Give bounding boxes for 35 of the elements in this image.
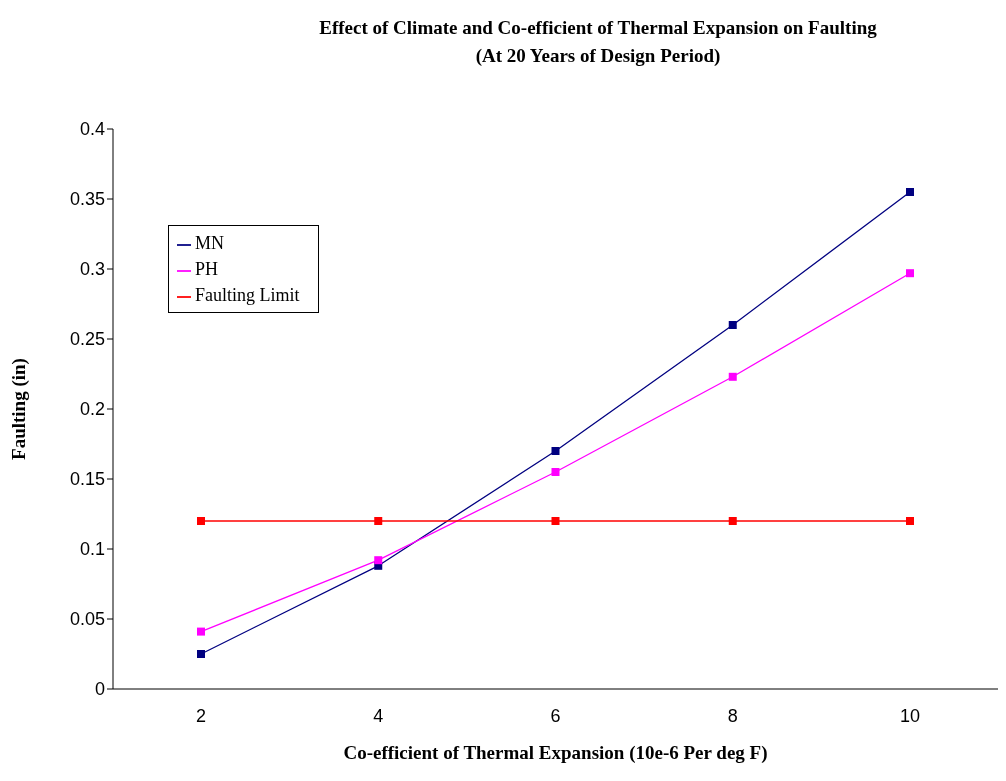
y-tick-label: 0.05 — [69, 609, 105, 630]
point — [374, 556, 383, 565]
y-tick-label: 0.1 — [79, 539, 105, 560]
chart-subtitle: (At 20 Years of Design Period) — [474, 44, 722, 68]
x-tick-label: 10 — [899, 705, 921, 726]
y-tick-label: 0.15 — [69, 469, 105, 490]
legend-label: Faulting Limit — [195, 285, 300, 305]
x-axis-title: Co-efficient of Thermal Expansion (10e-6 Per deg F) — [343, 742, 768, 764]
y-tick-label: 0.4 — [79, 119, 105, 140]
point — [906, 188, 914, 196]
point — [728, 321, 737, 329]
point — [906, 517, 914, 525]
point — [197, 650, 205, 658]
legend-label: MN — [195, 233, 225, 253]
y-tick-label: 0.25 — [69, 329, 105, 350]
point — [551, 468, 560, 476]
point — [374, 517, 383, 525]
point — [551, 447, 560, 455]
point — [906, 269, 914, 278]
point — [728, 372, 737, 381]
y-tick-label: 0.3 — [79, 259, 105, 280]
y-tick-label: 0.35 — [69, 189, 105, 210]
y-tick-label: 0 — [94, 679, 105, 700]
x-tick-label: 4 — [373, 705, 384, 726]
x-tick-label: 6 — [550, 705, 561, 726]
chart-title: Effect of Climate and Co-efficient of Thermal Expansion on Faulting — [318, 16, 878, 40]
legend-label: PH — [195, 259, 219, 279]
point — [197, 627, 205, 636]
point — [197, 517, 205, 525]
point — [728, 517, 737, 525]
y-axis-title: Faulting (in) — [7, 358, 30, 460]
y-tick-label: 0.2 — [79, 399, 105, 420]
point — [551, 517, 560, 525]
x-tick-label: 2 — [195, 705, 207, 726]
x-tick-label: 8 — [727, 705, 738, 726]
